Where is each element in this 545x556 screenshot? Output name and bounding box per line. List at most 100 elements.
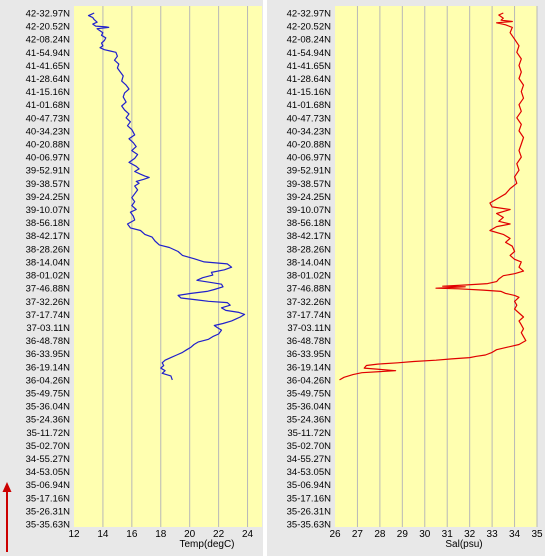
salinity-x-tick-label: 26 (329, 529, 341, 540)
temperature-latitude-label: 39-10.07N (26, 205, 71, 216)
temperature-latitude-label: 41-01.68N (26, 100, 71, 111)
temperature-latitude-label: 36-19.14N (26, 362, 71, 373)
salinity-latitude-label: 36-48.78N (287, 336, 332, 347)
salinity-latitude-label: 41-54.94N (287, 48, 332, 59)
temperature-x-tick-label: 22 (213, 529, 225, 540)
temperature-plot-area (74, 6, 262, 527)
salinity-latitude-label: 35-49.75N (287, 388, 332, 399)
temperature-x-tick-label: 18 (155, 529, 167, 540)
temperature-latitude-label: 42-08.24N (26, 35, 71, 46)
temperature-latitude-label: 38-14.04N (26, 257, 71, 268)
salinity-latitude-label: 40-34.23N (287, 126, 332, 137)
salinity-latitude-label: 37-32.26N (287, 297, 332, 308)
temperature-latitude-labels: 42-32.97N 42-20.52N 42-08.24N 41-54.94N 41-4… (26, 9, 71, 531)
salinity-latitude-label: 37-17.74N (287, 310, 332, 321)
temperature-latitude-label: 35-36.04N (26, 402, 71, 413)
temperature-latitude-label: 41-28.64N (26, 74, 71, 85)
salinity-latitude-label: 40-06.97N (287, 153, 332, 164)
salinity-x-tick-label: 29 (397, 529, 409, 540)
temperature-series (87, 12, 246, 381)
salinity-latitude-label: 36-33.95N (287, 349, 332, 360)
temperature-latitude-label: 42-20.52N (26, 22, 71, 33)
temperature-x-tick-label: 12 (68, 529, 80, 540)
temperature-latitude-label: 40-34.23N (26, 126, 71, 137)
salinity-latitude-label: 42-32.97N (287, 9, 332, 20)
temperature-x-ticks: 12 14 16 18 20 22 24 (68, 529, 253, 540)
salinity-latitude-label: 34-53.05N (287, 467, 332, 478)
temperature-latitude-label: 39-52.91N (26, 166, 71, 177)
temperature-latitude-label: 37-03.11N (26, 323, 70, 334)
temperature-latitude-label: 34-53.05N (26, 467, 71, 478)
up-arrow-icon (2, 482, 12, 552)
temperature-latitude-label: 38-28.26N (26, 244, 71, 255)
temperature-latitude-label: 35-24.36N (26, 415, 71, 426)
salinity-latitude-label: 34-55.27N (287, 454, 332, 465)
salinity-latitude-label: 39-38.57N (287, 179, 332, 190)
temperature-latitude-label: 35-35.63N (26, 520, 71, 531)
temperature-latitude-label: 40-20.88N (26, 140, 71, 151)
salinity-latitude-label: 39-24.25N (287, 192, 332, 203)
temperature-x-tick-label: 14 (97, 529, 109, 540)
temperature-latitude-label: 35-02.70N (26, 441, 71, 452)
salinity-latitude-label: 35-06.94N (287, 480, 332, 491)
salinity-x-tick-label: 31 (442, 529, 454, 540)
salinity-latitude-label: 36-19.14N (287, 362, 332, 373)
temperature-x-axis-label: Temp(degC) (179, 539, 234, 550)
salinity-latitude-label: 35-24.36N (287, 415, 332, 426)
salinity-gridlines (356, 6, 538, 527)
salinity-series (339, 12, 527, 381)
temperature-latitude-label: 35-11.72N (26, 428, 70, 439)
salinity-latitude-label: 40-47.73N (287, 113, 332, 124)
salinity-latitude-label: 35-02.70N (287, 441, 332, 452)
salinity-x-tick-label: 32 (464, 529, 476, 540)
temperature-latitude-label: 37-46.88N (26, 284, 71, 295)
temperature-latitude-label: 36-33.95N (26, 349, 71, 360)
temperature-latitude-label: 41-41.65N (26, 61, 71, 72)
temperature-latitude-label: 39-24.25N (26, 192, 71, 203)
salinity-x-tick-label: 30 (419, 529, 431, 540)
temperature-latitude-label: 35-49.75N (26, 388, 71, 399)
temperature-latitude-label: 38-56.18N (26, 218, 71, 229)
salinity-latitude-label: 41-28.64N (287, 74, 332, 85)
salinity-latitude-label: 40-20.88N (287, 140, 332, 151)
temperature-latitude-label: 38-01.02N (26, 271, 71, 282)
salinity-latitude-label: 37-03.11N (287, 323, 331, 334)
salinity-latitude-label: 39-52.91N (287, 166, 332, 177)
temperature-latitude-label: 42-32.97N (26, 9, 71, 20)
salinity-latitude-label: 35-17.16N (287, 493, 332, 504)
temperature-x-tick-label: 16 (126, 529, 138, 540)
salinity-latitude-labels: 42-32.97N 42-20.52N 42-08.24N 41-54.94N 41-4… (287, 9, 332, 531)
salinity-x-tick-label: 28 (374, 529, 386, 540)
temperature-latitude-label: 35-26.31N (26, 506, 71, 517)
salinity-latitude-label: 35-35.63N (287, 520, 332, 531)
salinity-plot-area (335, 6, 537, 527)
salinity-x-tick-label: 33 (487, 529, 499, 540)
salinity-latitude-label: 39-10.07N (287, 205, 332, 216)
temperature-latitude-label: 35-06.94N (26, 480, 71, 491)
salinity-latitude-label: 38-56.18N (287, 218, 332, 229)
temperature-latitude-label: 36-04.26N (26, 375, 71, 386)
salinity-latitude-label: 36-04.26N (287, 375, 332, 386)
salinity-panel: 42-32.97N 42-20.52N 42-08.24N 41-54.94N 41-4… (267, 0, 545, 556)
salinity-latitude-label: 35-11.72N (287, 428, 331, 439)
temperature-latitude-label: 34-55.27N (26, 454, 71, 465)
salinity-latitude-label: 35-26.31N (287, 506, 332, 517)
salinity-x-axis-label: Sal(psu) (445, 539, 482, 550)
salinity-latitude-label: 35-36.04N (287, 402, 332, 413)
salinity-latitude-label: 41-41.65N (287, 61, 332, 72)
salinity-latitude-label: 37-46.88N (287, 284, 332, 295)
temperature-panel: 42-32.97N 42-20.52N 42-08.24N 41-54.94N 41-4… (0, 0, 263, 556)
temperature-x-tick-label: 24 (242, 529, 254, 540)
temperature-gridlines (102, 6, 249, 527)
salinity-latitude-label: 41-15.16N (287, 87, 332, 98)
temperature-latitude-label: 40-47.73N (26, 113, 71, 124)
temperature-x-tick-label: 20 (184, 529, 196, 540)
salinity-latitude-label: 38-42.17N (287, 231, 332, 242)
temperature-latitude-label: 41-15.16N (26, 87, 71, 98)
temperature-latitude-label: 37-32.26N (26, 297, 71, 308)
temperature-latitude-label: 36-48.78N (26, 336, 71, 347)
temperature-latitude-label: 40-06.97N (26, 153, 71, 164)
salinity-x-tick-label: 27 (352, 529, 364, 540)
temperature-profile-line (87, 12, 246, 381)
